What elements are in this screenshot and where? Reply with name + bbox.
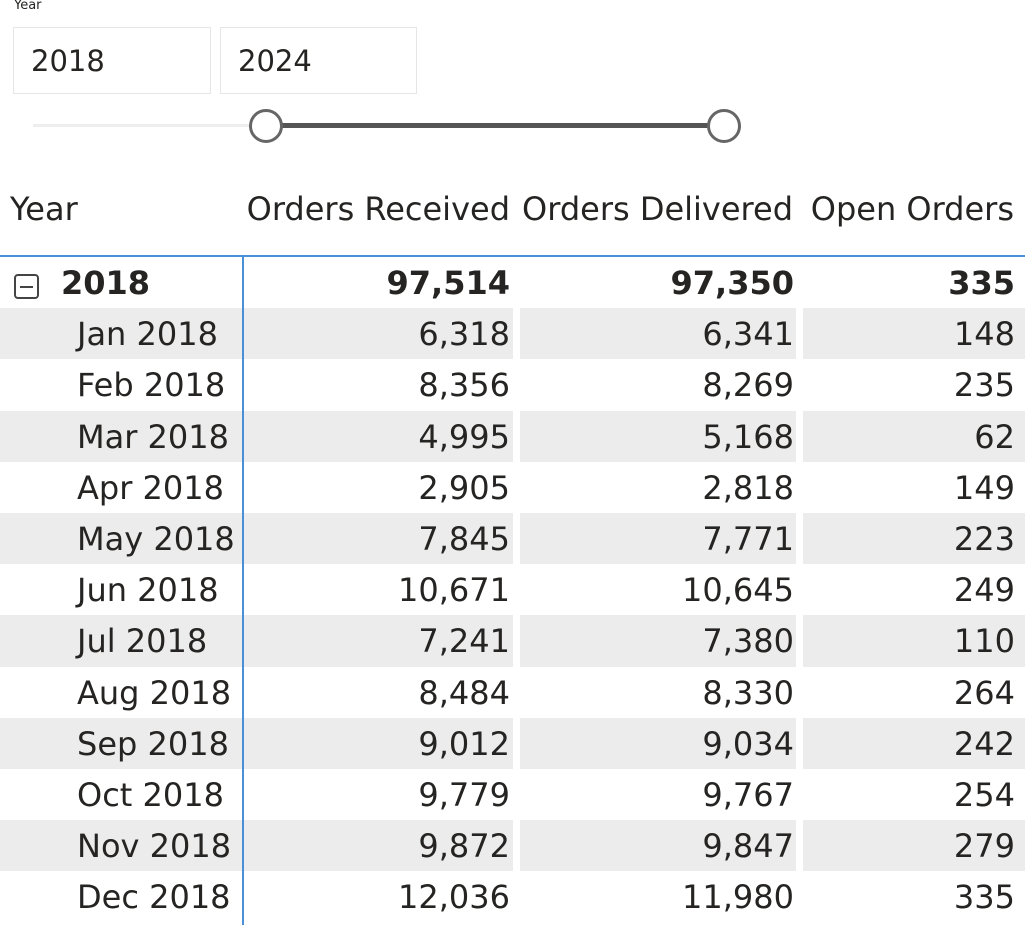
open-orders-cell: 149: [953, 468, 1015, 507]
row-label: May 2018: [77, 519, 235, 558]
table-row: Oct 2018 9,779 9,767 254: [0, 769, 1025, 820]
slider-end-handle[interactable]: [707, 109, 741, 143]
open-orders-cell: 249: [953, 571, 1015, 610]
table-row: Jul 2018 7,241 7,380 110: [0, 615, 1025, 667]
column-gap: [513, 308, 520, 360]
open-orders-cell: 148: [953, 315, 1015, 354]
orders-received-cell: 10,671: [398, 571, 510, 610]
slicer-title: Year: [14, 0, 42, 13]
row-label: Aug 2018: [77, 673, 232, 712]
orders-received-cell: 8,356: [418, 366, 510, 405]
orders-delivered-cell: 9,767: [702, 775, 794, 814]
open-orders-cell: 62: [974, 417, 1015, 456]
orders-delivered-cell: 8,269: [702, 366, 794, 405]
orders-received-cell: 6,318: [418, 315, 510, 354]
orders-received-cell: 7,241: [418, 622, 510, 661]
column-gap: [796, 615, 803, 667]
collapse-minus-icon[interactable]: [14, 274, 39, 299]
column-gap: [513, 410, 520, 462]
table-row: Feb 2018 8,356 8,269 235: [0, 359, 1025, 410]
orders-received-cell: 8,484: [418, 673, 510, 712]
orders-delivered-cell: 10,645: [682, 571, 794, 610]
slider-start-handle[interactable]: [249, 109, 283, 143]
orders-matrix: Year Orders Received Orders Delivered Op…: [0, 180, 1025, 925]
matrix-header: Year Orders Received Orders Delivered Op…: [0, 180, 1025, 257]
orders-received-cell: 2,905: [418, 468, 510, 507]
orders-delivered-cell: 9,034: [702, 724, 794, 763]
group-orders-delivered: 97,350: [670, 264, 794, 302]
column-header-orders-delivered[interactable]: Orders Delivered: [522, 190, 793, 228]
orders-delivered-cell: 6,341: [702, 315, 794, 354]
row-label: Apr 2018: [77, 468, 224, 507]
orders-delivered-cell: 8,330: [702, 673, 794, 712]
orders-delivered-cell: 9,847: [702, 827, 794, 866]
row-header-divider: [242, 257, 244, 925]
orders-received-cell: 9,012: [418, 724, 510, 763]
column-gap: [796, 820, 803, 872]
group-row-2018: 2018 97,514 97,350 335: [0, 257, 1025, 308]
column-gap: [513, 717, 520, 769]
column-gap: [513, 512, 520, 565]
group-orders-received: 97,514: [386, 264, 510, 302]
orders-delivered-cell: 2,818: [702, 468, 794, 507]
orders-received-cell: 7,845: [418, 519, 510, 558]
row-label: Jun 2018: [77, 571, 219, 610]
row-label: Mar 2018: [77, 417, 229, 456]
table-row: May 2018 7,845 7,771 223: [0, 512, 1025, 565]
row-label: Oct 2018: [77, 775, 224, 814]
orders-delivered-cell: 7,771: [702, 519, 794, 558]
open-orders-cell: 235: [953, 366, 1015, 405]
table-row: Jun 2018 10,671 10,645 249: [0, 564, 1025, 615]
column-gap: [796, 308, 803, 360]
open-orders-cell: 110: [953, 622, 1015, 661]
open-orders-cell: 223: [953, 519, 1015, 558]
table-row: Sep 2018 9,012 9,034 242: [0, 717, 1025, 769]
open-orders-cell: 242: [953, 724, 1015, 763]
row-label: Dec 2018: [77, 878, 231, 917]
row-label: Jan 2018: [77, 315, 218, 354]
orders-received-cell: 9,779: [418, 775, 510, 814]
orders-received-cell: 9,872: [418, 827, 510, 866]
row-label: Jul 2018: [77, 622, 208, 661]
table-row: Mar 2018 4,995 5,168 62: [0, 410, 1025, 462]
open-orders-cell: 279: [953, 827, 1015, 866]
orders-received-cell: 12,036: [398, 878, 510, 917]
orders-received-cell: 4,995: [418, 417, 510, 456]
table-row: Apr 2018 2,905 2,818 149: [0, 462, 1025, 513]
column-header-orders-received[interactable]: Orders Received: [246, 190, 510, 228]
row-label: Feb 2018: [77, 366, 226, 405]
open-orders-cell: 254: [953, 775, 1015, 814]
column-gap: [796, 410, 803, 462]
column-header-open-orders[interactable]: Open Orders: [810, 190, 1014, 228]
column-gap: [796, 717, 803, 769]
table-row: Aug 2018 8,484 8,330 264: [0, 667, 1025, 718]
slider-selected-range: [266, 123, 724, 128]
start-year-input[interactable]: 2018: [13, 27, 211, 94]
table-row: Dec 2018 12,036 11,980 335: [0, 871, 1025, 922]
column-gap: [513, 820, 520, 872]
orders-delivered-cell: 11,980: [682, 878, 794, 917]
row-label: Nov 2018: [77, 827, 232, 866]
table-row: Nov 2018 9,872 9,847 279: [0, 820, 1025, 872]
column-gap: [796, 512, 803, 565]
column-gap: [513, 615, 520, 667]
table-row: Jan 2018 6,318 6,341 148: [0, 308, 1025, 360]
column-header-year[interactable]: Year: [10, 190, 78, 228]
orders-delivered-cell: 5,168: [702, 417, 794, 456]
group-open-orders: 335: [948, 264, 1015, 302]
end-year-input[interactable]: 2024: [220, 27, 417, 94]
group-label: 2018: [61, 264, 151, 302]
open-orders-cell: 335: [953, 878, 1015, 917]
row-label: Sep 2018: [77, 724, 229, 763]
orders-delivered-cell: 7,380: [702, 622, 794, 661]
open-orders-cell: 264: [953, 673, 1015, 712]
